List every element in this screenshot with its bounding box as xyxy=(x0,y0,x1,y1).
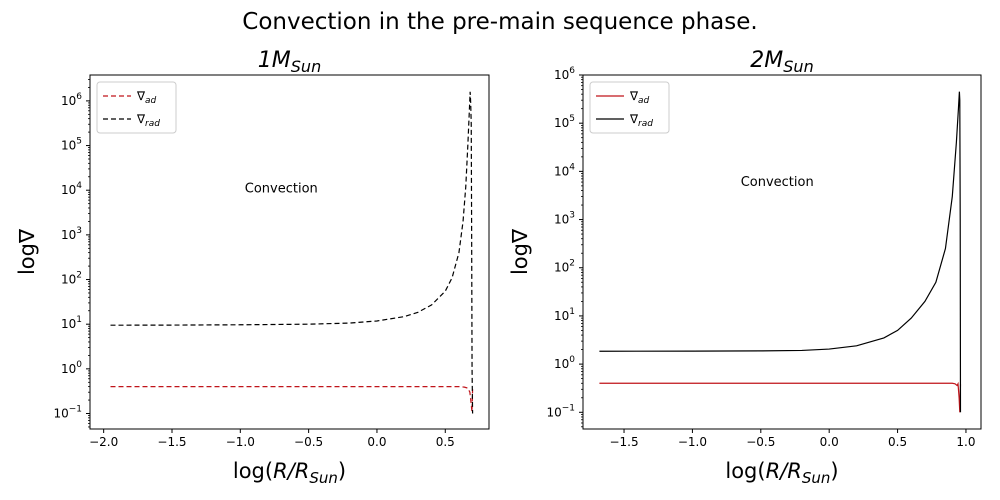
y-tick-label: 10−1 xyxy=(546,403,575,419)
x-tick-label: 0.5 xyxy=(436,435,455,449)
x-tick-label: −0.5 xyxy=(294,435,323,449)
legend-box xyxy=(589,81,670,134)
convection-annotation: Convection xyxy=(741,175,814,190)
x-axis-label: log(R/RSun) xyxy=(725,459,838,487)
legend-label-ad: ∇ad xyxy=(136,89,157,106)
y-tick-label: 104 xyxy=(554,162,575,178)
legend-label-rad: ∇rad xyxy=(629,112,653,129)
y-tick-label: 101 xyxy=(61,315,82,331)
y-tick-label: 100 xyxy=(61,360,82,376)
chart-title: 1MSun xyxy=(258,48,321,76)
chart-title: 2MSun xyxy=(750,48,813,76)
legend: ∇ad ∇rad xyxy=(96,81,177,134)
x-tick-label: −1.5 xyxy=(609,435,638,449)
legend-label-rad: ∇rad xyxy=(136,112,160,129)
x-tick-label: −0.5 xyxy=(746,435,775,449)
y-tick-label: 106 xyxy=(554,66,575,82)
y-tick-label: 103 xyxy=(61,226,82,242)
x-tick-label: 0.5 xyxy=(888,435,907,449)
x-tick-label: 1.0 xyxy=(956,435,975,449)
legend-box xyxy=(96,81,177,134)
series-line-ad xyxy=(599,381,962,413)
convection-annotation: Convection xyxy=(245,181,318,196)
legend-label-ad: ∇ad xyxy=(629,89,650,106)
series-line-ad xyxy=(110,386,474,412)
series-line-rad xyxy=(599,91,962,413)
axes-frame xyxy=(582,74,982,430)
x-axis-label: log(R/RSun) xyxy=(233,459,346,487)
y-tick-label: 10−1 xyxy=(53,405,82,421)
x-tick-label: −2.0 xyxy=(89,435,118,449)
y-tick-label: 104 xyxy=(61,181,82,197)
y-tick-label: 106 xyxy=(61,92,82,108)
y-axis-label: log∇ xyxy=(508,228,532,275)
y-tick-label: 101 xyxy=(554,307,575,323)
y-tick-label: 103 xyxy=(554,211,575,227)
y-axis-label: log∇ xyxy=(15,228,39,275)
axes-frame xyxy=(89,74,490,430)
x-tick-label: −1.0 xyxy=(226,435,255,449)
x-tick-label: 0.0 xyxy=(367,435,386,449)
legend: ∇ad ∇rad xyxy=(589,81,670,134)
series-line-rad xyxy=(110,91,474,414)
figure-suptitle: Convection in the pre-main sequence phas… xyxy=(242,9,757,35)
chart-panel-2msun: −1.5 −1.0 −0.5 0.0 0.5 1.0 10−1 100 101 102 103 104… xyxy=(508,48,982,487)
x-tick-label: 0.0 xyxy=(820,435,839,449)
x-tick-label: −1.0 xyxy=(678,435,707,449)
y-tick-label: 105 xyxy=(61,137,82,153)
y-tick-label: 102 xyxy=(61,271,82,287)
y-tick-label: 100 xyxy=(554,355,575,371)
y-tick-label: 105 xyxy=(554,114,575,130)
x-tick-label: −1.5 xyxy=(157,435,186,449)
y-tick-label: 102 xyxy=(554,259,575,275)
chart-panel-1msun: −2.0 −1.5 −1.0 −0.5 0.0 0.5 10−1 100 101 102 103 10… xyxy=(15,48,490,487)
